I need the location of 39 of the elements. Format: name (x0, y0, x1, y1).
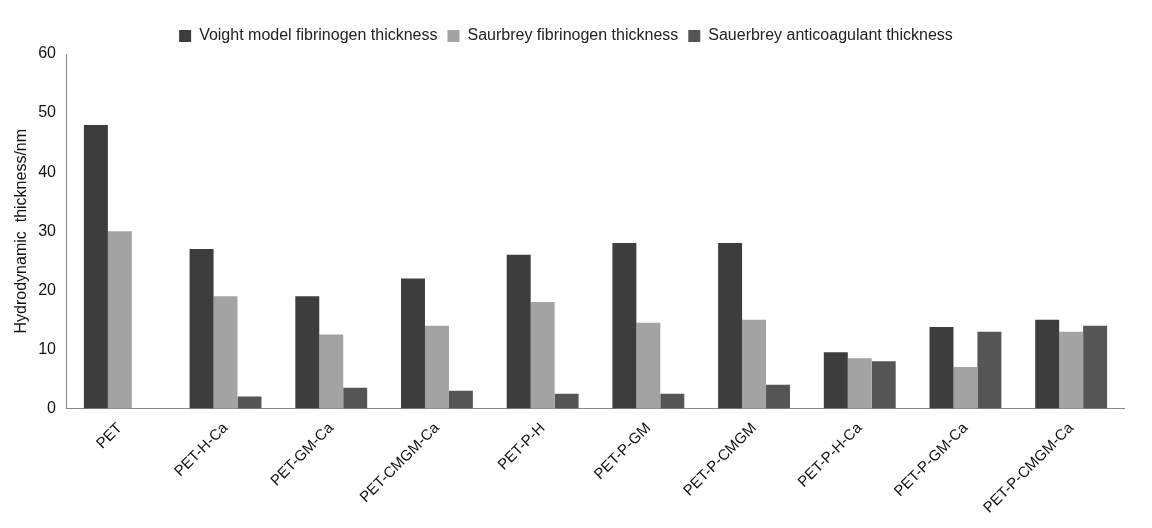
bar (107, 231, 132, 409)
bar (871, 361, 896, 409)
bar (506, 254, 531, 409)
bar (83, 124, 108, 409)
bar (1059, 331, 1084, 409)
y-tick-label: 10 (38, 339, 57, 357)
y-tick-label: 50 (38, 103, 57, 121)
bar (847, 358, 872, 409)
bar (189, 248, 214, 409)
bar (766, 384, 790, 409)
bar (977, 331, 1002, 409)
bar (554, 393, 579, 409)
y-tick-label: 20 (38, 280, 57, 298)
bar (424, 325, 449, 409)
bar (295, 296, 320, 409)
bar (823, 352, 848, 409)
bar (530, 302, 555, 409)
bar (213, 296, 238, 409)
y-tick-label: 40 (38, 162, 57, 180)
legend-label: Voight model fibrinogen thickness (199, 26, 438, 44)
bar (660, 393, 685, 409)
bar (343, 387, 368, 409)
y-tick-label: 30 (38, 221, 57, 239)
y-tick-label: 0 (47, 398, 57, 416)
bar (1083, 325, 1108, 409)
bar (319, 334, 344, 409)
y-tick-label: 60 (38, 44, 57, 62)
legend-label: Sauerbrey anticoagulant thickness (708, 26, 953, 44)
bar (953, 367, 978, 409)
bar (718, 243, 743, 409)
y-axis-title: Hydrodynamic thickness/nm (12, 128, 30, 334)
bar (448, 390, 473, 409)
bar (636, 322, 661, 409)
legend-label: Saurbrey fibrinogen thickness (467, 26, 679, 44)
bar (1035, 319, 1060, 409)
bar (742, 319, 767, 409)
bar (929, 326, 954, 409)
bar (612, 243, 637, 409)
bar (401, 278, 425, 409)
